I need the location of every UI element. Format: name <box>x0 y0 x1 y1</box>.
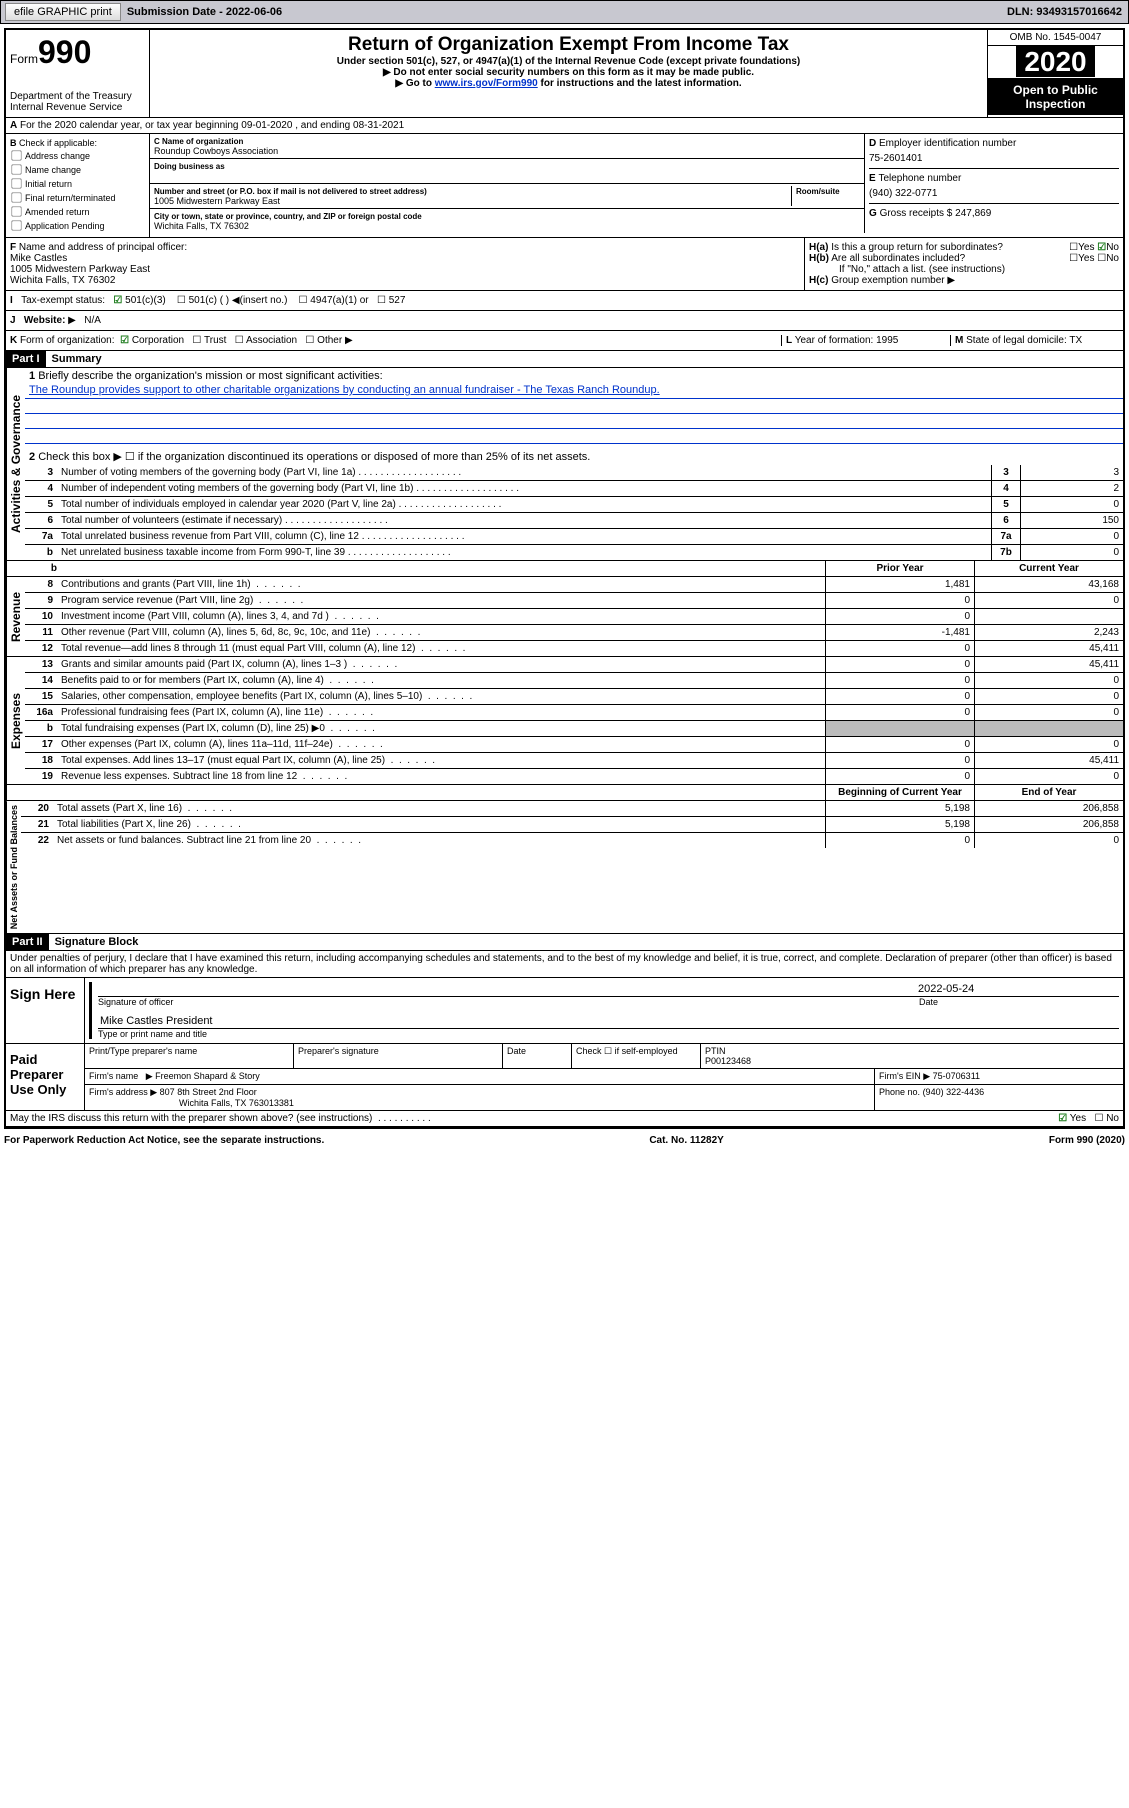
part1-header: Part I <box>6 351 46 367</box>
governance-label: Activities & Governance <box>6 368 25 560</box>
checkbox-application-pending[interactable] <box>11 220 21 230</box>
subtitle-1: Under section 501(c), 527, or 4947(a)(1)… <box>154 56 983 67</box>
form-number: 990 <box>38 34 91 70</box>
firm-addr2: Wichita Falls, TX 763013381 <box>89 1098 294 1108</box>
checkbox-final-return-terminated[interactable] <box>11 192 21 202</box>
top-bar: efile GRAPHIC print Submission Date - 20… <box>0 0 1129 24</box>
sign-date: 2022-05-24 <box>917 982 1119 997</box>
firm-ein: 75-0706311 <box>933 1071 980 1081</box>
officer-addr2: Wichita Falls, TX 76302 <box>10 275 115 286</box>
revenue-label: Revenue <box>6 577 25 656</box>
omb-number: OMB No. 1545-0047 <box>988 30 1123 46</box>
checkbox-amended-return[interactable] <box>11 206 21 216</box>
subtitle-2: Do not enter social security numbers on … <box>393 67 754 78</box>
website: N/A <box>84 315 101 326</box>
officer-name: Mike Castles <box>10 253 67 264</box>
open-inspection: Open to Public Inspection <box>988 79 1123 115</box>
efile-print-button[interactable]: efile GRAPHIC print <box>5 3 121 21</box>
checkbox-name-change[interactable] <box>11 164 21 174</box>
year-formation: 1995 <box>876 335 898 346</box>
city-state-zip: Wichita Falls, TX 76302 <box>154 221 249 231</box>
officer-addr1: 1005 Midwestern Parkway East <box>10 264 150 275</box>
perjury-statement: Under penalties of perjury, I declare th… <box>6 951 1123 977</box>
firm-phone: (940) 322-4436 <box>923 1087 985 1097</box>
ptin: P00123468 <box>705 1056 751 1066</box>
netassets-label: Net Assets or Fund Balances <box>6 801 21 933</box>
part2-header: Part II <box>6 934 49 950</box>
phone: (940) 322-0771 <box>869 184 1119 203</box>
org-name: Roundup Cowboys Association <box>154 146 278 156</box>
street-address: 1005 Midwestern Parkway East <box>154 196 280 206</box>
firm-name: Freemon Shapard & Story <box>155 1071 260 1081</box>
form-990: Form990 Department of the Treasury Inter… <box>4 28 1125 1129</box>
checkbox-address-change[interactable] <box>11 150 21 160</box>
expenses-label: Expenses <box>6 657 25 784</box>
form-word: Form <box>10 52 38 66</box>
dln: DLN: 93493157016642 <box>1007 6 1122 18</box>
goto-pre: Go to <box>406 78 435 89</box>
paperwork-notice: For Paperwork Reduction Act Notice, see … <box>4 1135 324 1146</box>
officer-name-title: Mike Castles President <box>98 1007 1119 1029</box>
mission-statement[interactable]: The Roundup provides support to other ch… <box>29 384 660 396</box>
goto-post: for instructions and the latest informat… <box>538 78 742 89</box>
tax-year: 2020 <box>1016 46 1094 77</box>
gross-receipts: 247,869 <box>955 208 991 219</box>
form-version: Form 990 (2020) <box>1049 1135 1125 1146</box>
checkbox-initial-return[interactable] <box>11 178 21 188</box>
form-title: Return of Organization Exempt From Incom… <box>154 34 983 56</box>
section-b: B Check if applicable: Address change Na… <box>6 134 150 237</box>
state-domicile: TX <box>1069 335 1082 346</box>
irs-link[interactable]: www.irs.gov/Form990 <box>435 78 538 89</box>
submission-date: Submission Date - 2022-06-06 <box>127 6 282 18</box>
dept-treasury: Department of the Treasury Internal Reve… <box>10 91 145 113</box>
section-a-text: For the 2020 calendar year, or tax year … <box>20 120 404 131</box>
firm-addr1: 807 8th Street 2nd Floor <box>160 1087 257 1097</box>
ein: 75-2601401 <box>869 149 1119 168</box>
cat-no: Cat. No. 11282Y <box>649 1135 723 1146</box>
